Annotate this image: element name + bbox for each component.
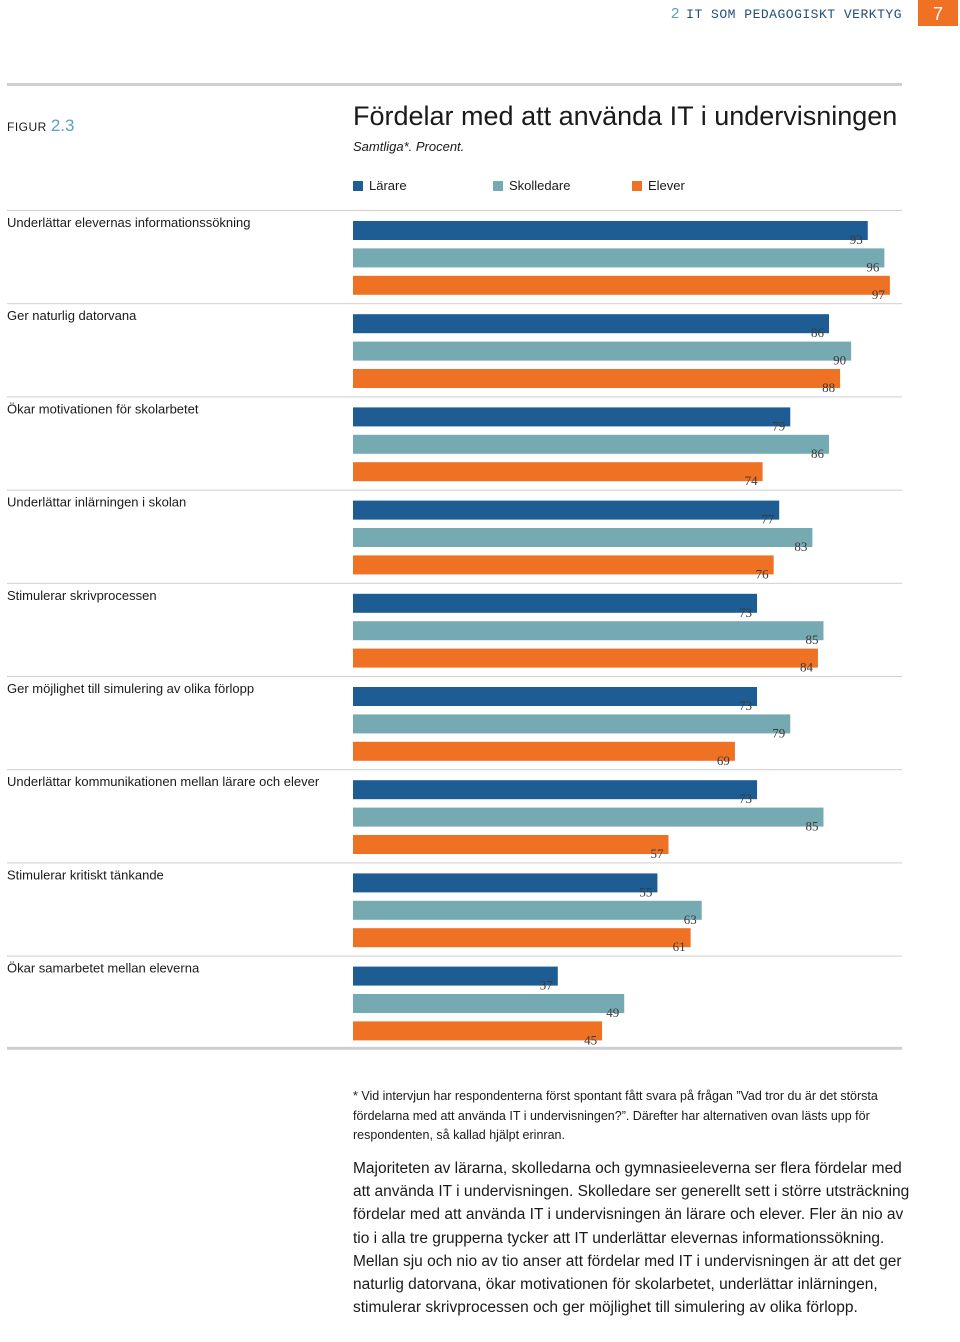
footnote: * Vid intervjun har respondenterna först… [353, 1089, 878, 1142]
data-label-larare: 79 [772, 418, 785, 433]
bar-elever [353, 555, 774, 575]
category-label: Underlättar inlärningen i skolan [7, 495, 186, 510]
legend-item-larare: Lärare [353, 178, 407, 193]
data-label-elever: 88 [822, 380, 835, 395]
data-label-larare: 73 [739, 698, 752, 713]
bar-larare [353, 780, 758, 800]
legend-label-larare: Lärare [369, 178, 407, 193]
data-label-larare: 86 [811, 325, 825, 340]
figure-label-prefix: FIGUR [7, 120, 47, 134]
chart-subtitle: Samtliga*. Procent. [353, 139, 465, 154]
bar-larare [353, 314, 830, 334]
bar-larare [353, 593, 758, 613]
data-label-skolledare: 79 [772, 725, 785, 740]
bar-elever [353, 835, 669, 854]
bar-skolledare [353, 994, 625, 1013]
category-label: Ökar samarbetet mellan eleverna [7, 961, 200, 976]
data-label-larare: 73 [739, 605, 752, 620]
bar-skolledare [353, 248, 885, 268]
figure-label: FIGUR 2.3 [7, 116, 74, 136]
data-label-elever: 97 [872, 287, 886, 302]
chapter-header: 2 IT SOM PEDAGOGISKT VERKTYG [671, 6, 902, 23]
figure-number: 2.3 [50, 116, 75, 135]
bar-elever [353, 462, 763, 482]
data-label-elever: 84 [800, 660, 814, 675]
category-label: Stimulerar kritiskt tänkande [7, 867, 164, 882]
category-label: Ökar motivationen för skolarbetet [7, 401, 199, 416]
bar-skolledare [353, 434, 830, 454]
chart-title: Fördelar med att använda IT i undervisni… [353, 101, 898, 131]
category-label: Ger möjlighet till simulering av olika f… [7, 681, 254, 696]
data-label-larare: 55 [639, 884, 652, 899]
legend-swatch-skolledare [493, 181, 503, 191]
bar-elever [353, 928, 691, 948]
data-label-skolledare: 85 [805, 632, 818, 647]
chapter-title: IT SOM PEDAGOGISKT VERKTYG [686, 7, 902, 22]
bar-skolledare [353, 900, 702, 920]
bar-elever [353, 1021, 603, 1041]
bar-elever [353, 741, 735, 761]
bar-elever [353, 648, 818, 668]
bar-skolledare [353, 621, 824, 641]
group-divider [7, 676, 902, 677]
bar-chart: Underlättar elevernas informationssöknin… [7, 210, 902, 1050]
category-label: Ger naturlig datorvana [7, 308, 137, 323]
bar-elever [353, 275, 890, 295]
category-label: Underlättar kommunikationen mellan lärar… [7, 774, 320, 789]
page-number: 7 [918, 0, 958, 26]
data-label-elever: 76 [756, 566, 770, 581]
data-label-skolledare: 96 [866, 259, 880, 274]
bar-larare [353, 873, 658, 893]
bar-larare [353, 407, 791, 427]
bar-larare [353, 221, 868, 240]
legend-swatch-elever [632, 181, 642, 191]
legend-swatch-larare [353, 181, 363, 191]
bar-larare [353, 687, 758, 706]
data-label-elever: 45 [584, 1032, 597, 1047]
bar-larare [353, 966, 558, 986]
legend-item-elever: Elever [632, 178, 685, 193]
legend-label-skolledare: Skolledare [509, 178, 571, 193]
data-label-larare: 93 [850, 232, 863, 247]
group-divider [7, 862, 902, 864]
group-divider [7, 210, 902, 211]
bar-skolledare [353, 341, 852, 361]
data-label-skolledare: 85 [805, 819, 818, 834]
data-label-skolledare: 90 [833, 353, 846, 368]
group-divider [7, 769, 902, 771]
data-label-skolledare: 86 [811, 446, 825, 461]
bar-elever [353, 369, 841, 388]
group-divider [7, 303, 902, 305]
bar-skolledare [353, 528, 813, 547]
data-label-skolledare: 83 [794, 539, 807, 554]
data-label-larare: 77 [761, 512, 775, 527]
data-label-elever: 57 [650, 846, 664, 861]
data-label-elever: 74 [745, 473, 759, 488]
bar-larare [353, 500, 780, 520]
chapter-number: 2 [670, 6, 681, 23]
data-label-elever: 61 [673, 939, 686, 954]
legend-item-skolledare: Skolledare [493, 178, 570, 193]
chart-bottom-rule [7, 1046, 902, 1050]
data-label-skolledare: 49 [606, 1005, 619, 1020]
body-text: Majoriteten av lärarna, skolledarna och … [353, 1160, 910, 1317]
category-label: Underlättar elevernas informationssöknin… [7, 215, 251, 230]
top-rule [7, 83, 902, 86]
data-label-larare: 37 [540, 978, 554, 993]
group-divider [7, 396, 902, 398]
legend-label-elever: Elever [648, 178, 685, 193]
bar-skolledare [353, 714, 791, 734]
data-label-skolledare: 63 [684, 912, 697, 927]
data-label-elever: 69 [717, 753, 730, 768]
group-divider [7, 955, 902, 957]
group-divider [7, 582, 902, 584]
data-label-larare: 73 [739, 791, 752, 806]
category-label: Stimulerar skrivprocessen [7, 588, 157, 603]
group-divider [7, 489, 902, 491]
bar-skolledare [353, 807, 824, 827]
